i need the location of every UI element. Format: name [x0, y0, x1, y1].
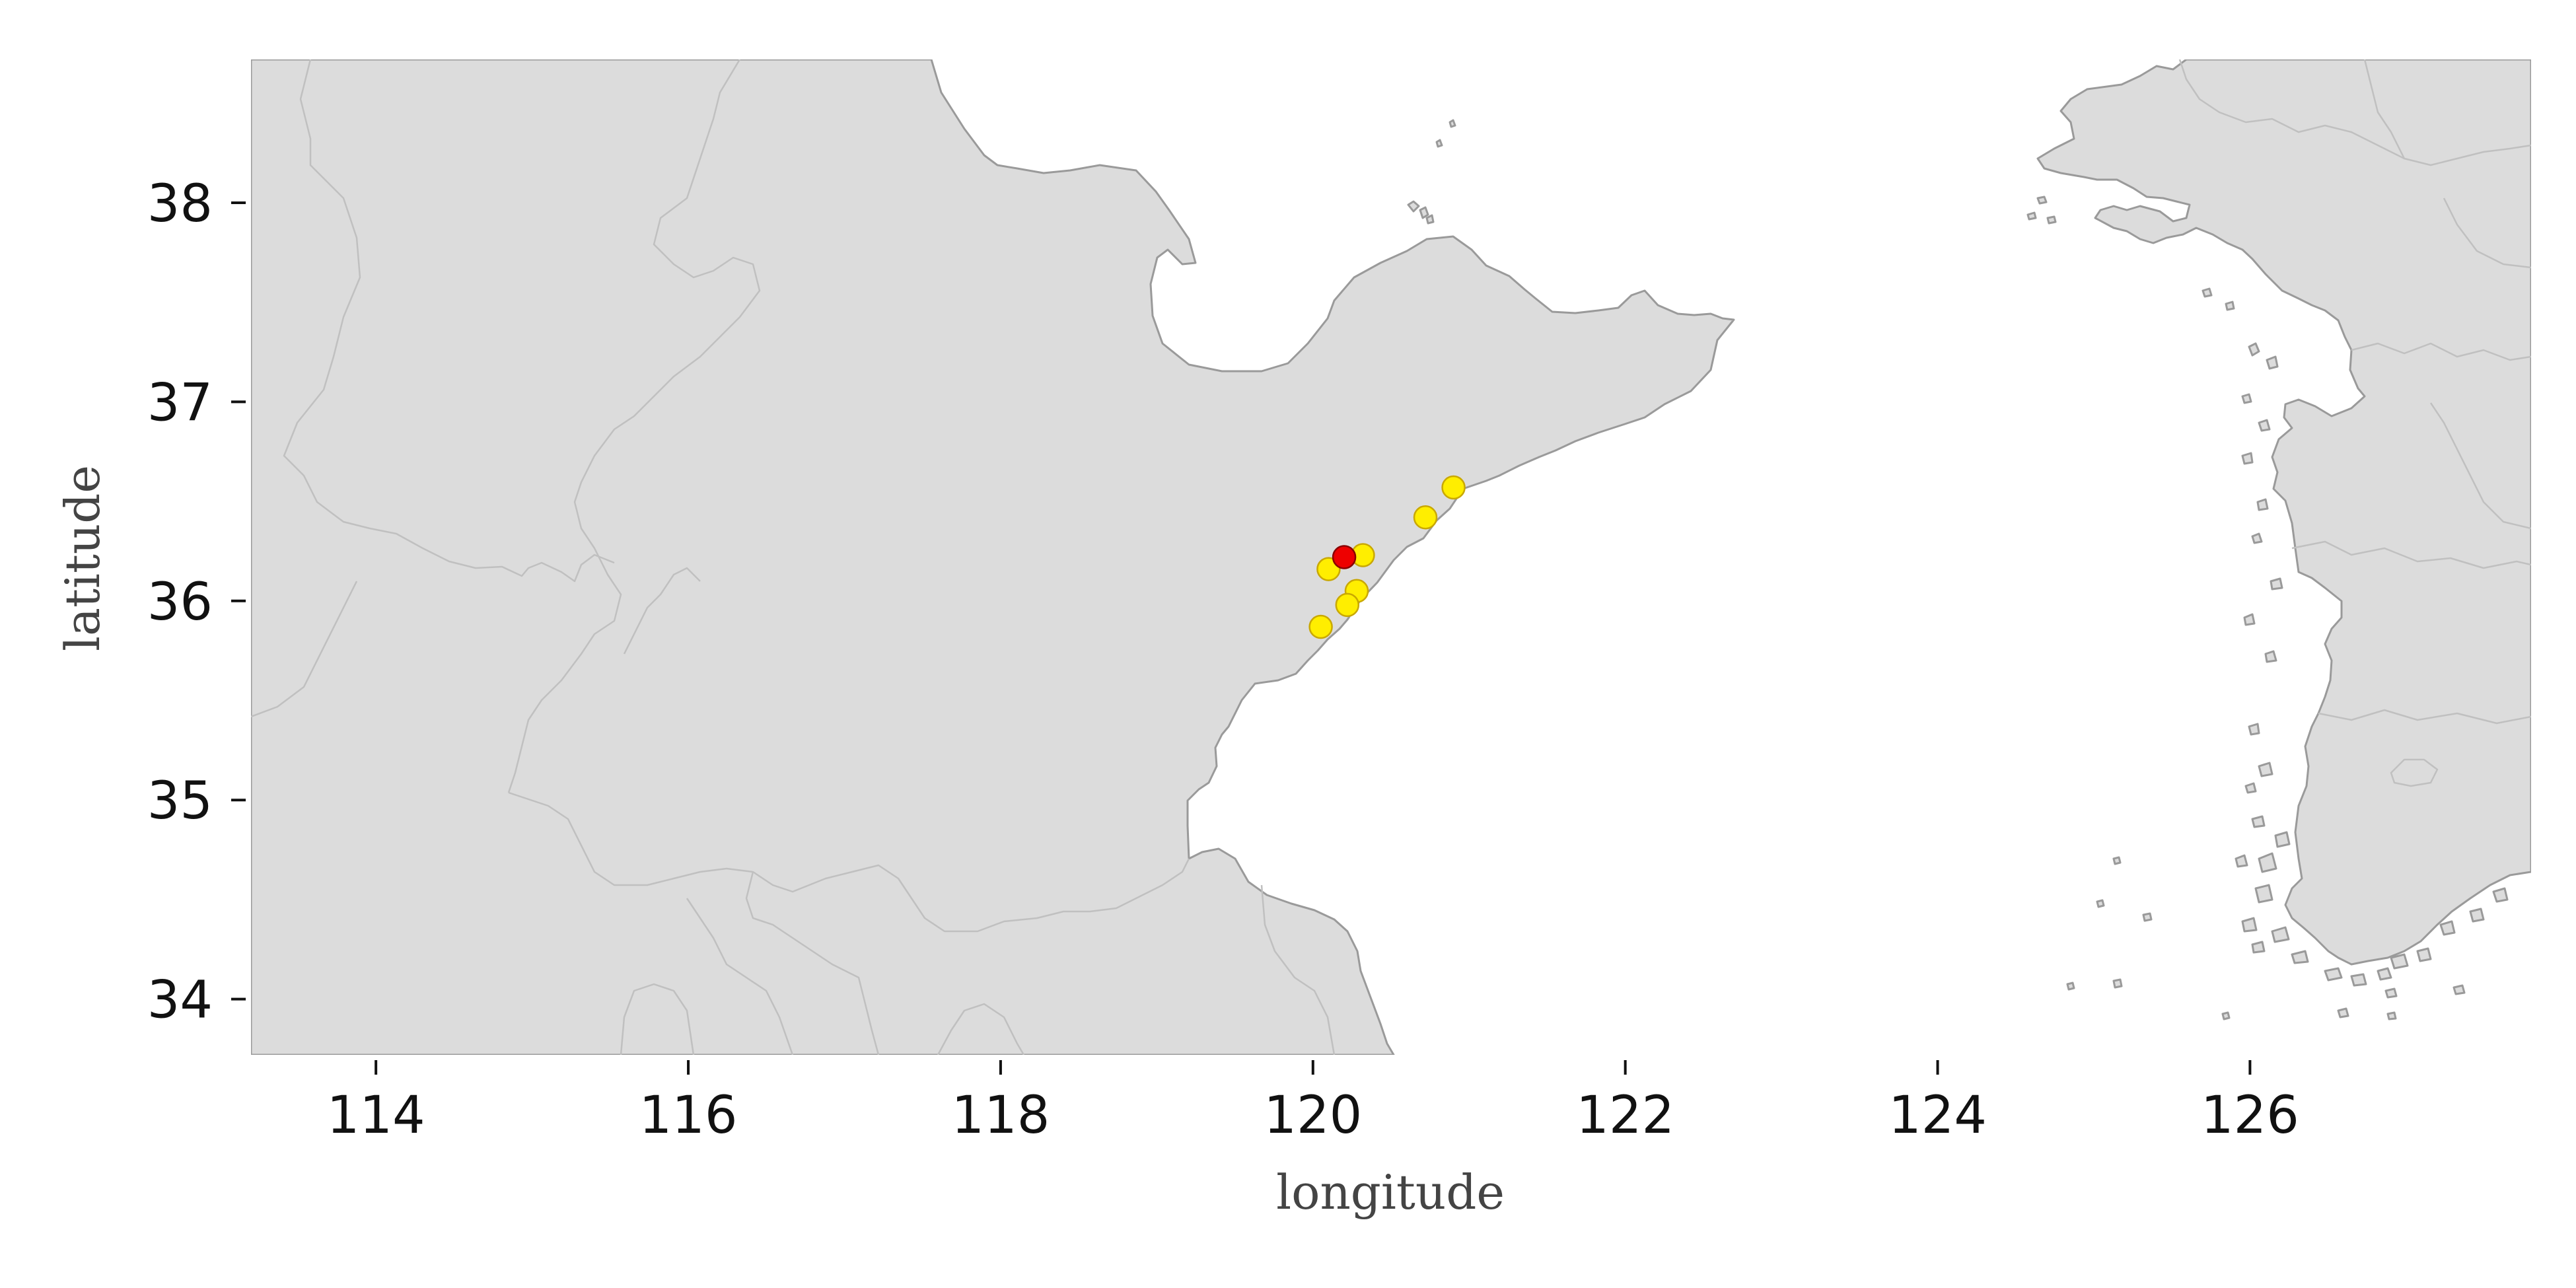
yellow-marker — [1413, 505, 1438, 530]
x-tick-label: 118 — [951, 1086, 1050, 1145]
y-tick-label: 34 — [147, 971, 213, 1030]
province-border — [686, 898, 794, 1055]
island — [1449, 119, 1456, 128]
red-marker — [1332, 545, 1357, 569]
province-border — [2443, 197, 2531, 269]
korean-islands — [2026, 196, 2509, 1020]
x-tick-label: 126 — [2201, 1086, 2299, 1145]
province-border — [283, 59, 615, 583]
y-axis-title: latitude — [55, 465, 110, 651]
province-border — [745, 871, 880, 1055]
province-border — [623, 567, 701, 655]
province-border — [2429, 402, 2531, 530]
x-axis-title: longitude — [1276, 1164, 1505, 1220]
province-border — [2363, 59, 2406, 159]
province-border — [1260, 884, 1336, 1055]
y-tick-label: 38 — [147, 174, 213, 234]
province-border — [2351, 342, 2531, 361]
province-border — [2390, 758, 2439, 787]
x-tick-label: 122 — [1576, 1086, 1674, 1145]
island — [1419, 206, 1429, 219]
x-tick-label: 114 — [327, 1086, 425, 1145]
province-border — [937, 1003, 1025, 1055]
x-tick-label: 116 — [639, 1086, 738, 1145]
x-tick-label: 120 — [1264, 1086, 1362, 1145]
y-axis: 34 35 36 37 38 — [147, 174, 246, 1030]
province-border — [2291, 540, 2531, 569]
province-border — [2318, 709, 2531, 725]
island — [1407, 200, 1420, 213]
province-border — [2178, 59, 2531, 166]
yellow-marker — [1308, 614, 1333, 639]
china-landmass — [251, 59, 1735, 1055]
province-border — [507, 59, 761, 793]
x-tick-label: 124 — [1888, 1086, 1987, 1145]
yellow-marker — [1441, 475, 1466, 500]
y-tick-label: 35 — [147, 771, 213, 831]
yellow-marker — [1335, 592, 1360, 618]
island — [1435, 139, 1443, 148]
scatter-markers — [1308, 475, 1466, 639]
korea-landmass — [2036, 59, 2531, 966]
x-axis: 114 116 118 120 122 124 126 — [327, 1060, 2299, 1145]
y-tick-label: 37 — [147, 373, 213, 433]
province-border — [620, 983, 695, 1055]
plot-area — [251, 59, 2531, 1055]
province-border — [508, 791, 1190, 933]
y-tick-label: 36 — [147, 573, 213, 632]
island — [1425, 214, 1435, 225]
province-border — [251, 581, 358, 718]
